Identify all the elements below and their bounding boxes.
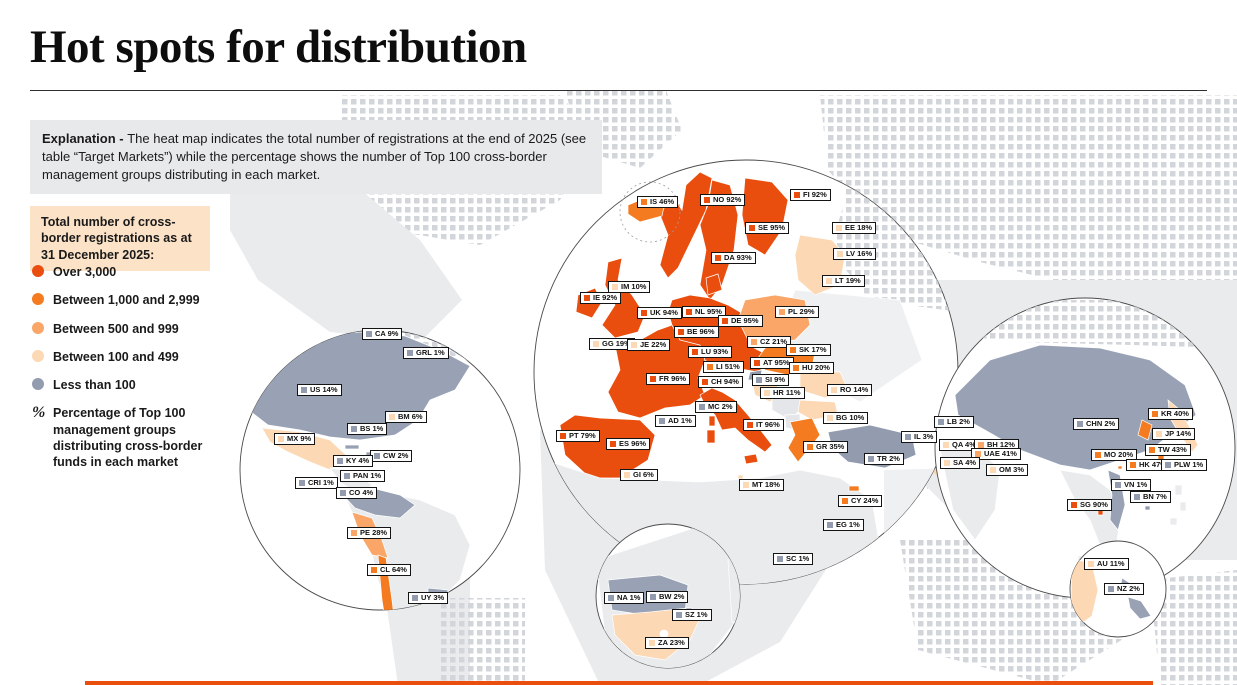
explanation-heading: Explanation - [42, 131, 128, 146]
legend-item-cat3: Between 500 and 999 [32, 321, 222, 337]
percent-symbol-icon: % [32, 404, 46, 422]
legend-item-label: Over 3,000 [53, 265, 117, 279]
page-title: Hot spots for distribution [30, 21, 527, 73]
legend-item-label: Between 100 and 499 [53, 349, 179, 364]
legend-item-cat5: Less than 100 [32, 377, 222, 393]
title-divider [30, 90, 1207, 91]
legend-item-cat2: Between 1,000 and 2,999 [32, 292, 222, 308]
legend-item-percent: % Percentage of Top 100 management groups… [32, 405, 222, 470]
legend-header: Total number of cross-border registratio… [30, 206, 210, 271]
legend-item-label: Percentage of Top 100 management groups … [53, 406, 203, 469]
legend-dot-icon-cat2 [32, 293, 44, 306]
legend-item-label: Less than 100 [53, 378, 136, 392]
explanation-box: Explanation - The heat map indicates the… [30, 120, 602, 194]
legend-items: Over 3,000 Between 1,000 and 2,999 Between… [32, 264, 222, 482]
legend-item-cat1: Over 3,000 [32, 264, 222, 280]
legend-item-label: Between 500 and 999 [53, 321, 179, 336]
legend-dot-icon-cat4 [32, 349, 44, 362]
bottom-accent-bar [85, 681, 1153, 685]
legend-item-cat4: Between 100 and 499 [32, 349, 222, 365]
explanation-body: The heat map indicates the total number … [42, 131, 587, 182]
legend-dot-icon-cat5 [32, 378, 44, 390]
legend-dot-icon-cat3 [32, 321, 44, 334]
iceland-dashed-ring [619, 181, 681, 243]
legend-item-label: Between 1,000 and 2,999 [53, 293, 200, 308]
legend-dot-icon-cat1 [32, 265, 44, 277]
